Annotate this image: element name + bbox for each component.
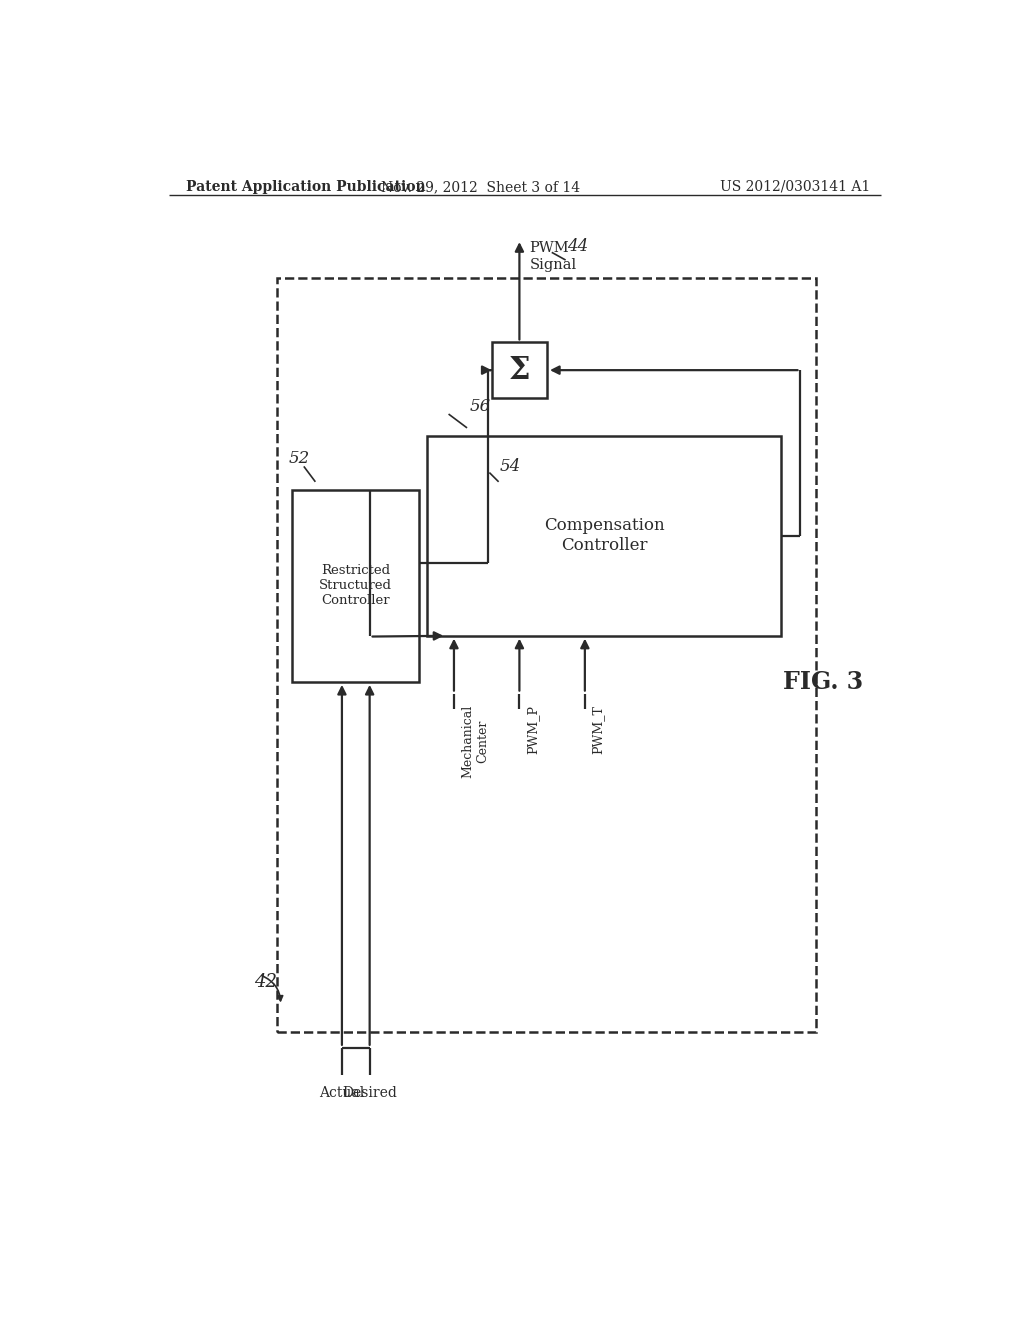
Text: PWM_T: PWM_T	[592, 705, 605, 754]
Text: Compensation
Controller: Compensation Controller	[544, 517, 665, 554]
Bar	[427, 436, 781, 636]
Text: Σ: Σ	[509, 355, 530, 385]
Text: Actual: Actual	[319, 1086, 365, 1101]
Text: US 2012/0303141 A1: US 2012/0303141 A1	[720, 180, 869, 194]
Text: FIG. 3: FIG. 3	[783, 671, 863, 694]
Text: Desired: Desired	[342, 1086, 397, 1101]
Bar	[292, 490, 419, 682]
Text: Nov. 29, 2012  Sheet 3 of 14: Nov. 29, 2012 Sheet 3 of 14	[381, 180, 581, 194]
Text: Signal: Signal	[529, 259, 577, 272]
Text: PWM: PWM	[529, 240, 569, 255]
Text: Restricted
Structured
Controller: Restricted Structured Controller	[319, 564, 392, 607]
Text: Patent Application Publication: Patent Application Publication	[186, 180, 426, 194]
Text: PWM_P: PWM_P	[526, 705, 540, 754]
Text: Mechanical
Center: Mechanical Center	[461, 705, 488, 779]
Bar	[276, 277, 816, 1032]
Text: 56: 56	[469, 397, 490, 414]
Text: 52: 52	[289, 450, 309, 467]
Text: 44: 44	[567, 239, 589, 256]
Text: 42: 42	[254, 973, 276, 991]
Bar	[492, 342, 547, 397]
Text: 54: 54	[500, 458, 520, 475]
